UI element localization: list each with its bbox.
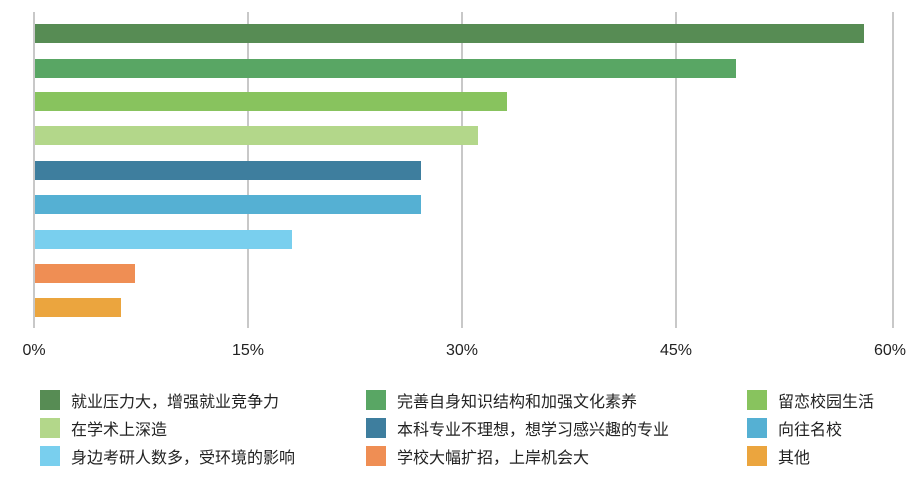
legend-swatch [747, 418, 767, 438]
legend-swatch [40, 418, 60, 438]
legend-item: 就业压力大，增强就业竞争力 [40, 389, 279, 411]
x-tick-30: 30% [445, 342, 479, 359]
bar [35, 92, 507, 111]
legend-label: 向往名校 [778, 420, 843, 439]
bar [35, 264, 135, 283]
legend-item: 在学术上深造 [40, 417, 167, 439]
legend-swatch [40, 446, 60, 466]
gridline-60 [892, 12, 894, 328]
x-tick-45: 45% [659, 342, 693, 359]
bar [35, 59, 736, 78]
legend-item: 身边考研人数多，受环境的影响 [40, 445, 295, 467]
legend-label: 完善自身知识结构和加强文化素养 [397, 392, 638, 411]
legend-label: 就业压力大，增强就业竞争力 [71, 392, 280, 411]
legend-swatch [366, 418, 386, 438]
legend-label: 留恋校园生活 [778, 392, 875, 411]
legend-swatch [747, 390, 767, 410]
legend-label: 身边考研人数多，受环境的影响 [71, 448, 296, 467]
legend-swatch [366, 446, 386, 466]
legend-label: 其他 [778, 448, 811, 467]
legend-label: 学校大幅扩招，上岸机会大 [397, 448, 590, 467]
legend-swatch [40, 390, 60, 410]
legend-item: 其他 [747, 445, 810, 467]
legend-swatch [747, 446, 767, 466]
legend-label: 本科专业不理想，想学习感兴趣的专业 [397, 420, 670, 439]
legend-item: 向往名校 [747, 417, 842, 439]
bar [35, 161, 421, 180]
x-tick-15: 15% [231, 342, 265, 359]
legend-label: 在学术上深造 [71, 420, 168, 439]
legend-item: 本科专业不理想，想学习感兴趣的专业 [366, 417, 669, 439]
bar [35, 24, 864, 43]
x-tick-0: 0% [22, 342, 46, 359]
gridline-45 [675, 12, 677, 328]
legend-swatch [366, 390, 386, 410]
legend-item: 留恋校园生活 [747, 389, 874, 411]
x-tick-60: 60% [873, 342, 907, 359]
legend-item: 学校大幅扩招，上岸机会大 [366, 445, 589, 467]
bar [35, 298, 121, 317]
gridline-30 [461, 12, 463, 328]
bar [35, 195, 421, 214]
gridline-0 [33, 12, 35, 328]
bar [35, 230, 292, 249]
legend-item: 完善自身知识结构和加强文化素养 [366, 389, 637, 411]
bar [35, 126, 478, 145]
bar-chart-plot-area: 0% 15% 30% 45% 60% [22, 12, 907, 359]
